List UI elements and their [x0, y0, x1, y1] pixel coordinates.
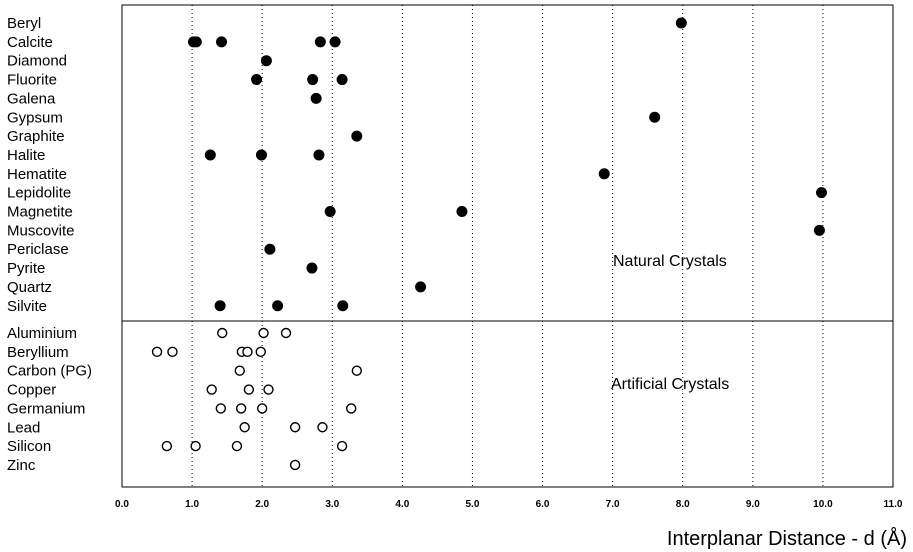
category-label: Calcite [7, 34, 53, 51]
natural-point [598, 168, 610, 180]
category-label: Lead [7, 419, 40, 436]
artificial-point [258, 327, 269, 339]
category-label: Fluorite [7, 72, 57, 89]
artificial-point [217, 327, 228, 339]
category-label: Lepidolite [7, 185, 71, 202]
natural-point [456, 206, 468, 217]
artificial-point [231, 440, 243, 452]
natural-point [314, 36, 326, 48]
artificial-point [190, 440, 201, 452]
artificial-point [351, 365, 363, 376]
natural-point [675, 17, 687, 29]
natural-point [813, 224, 825, 236]
natural-point [251, 74, 263, 86]
category-label: Periclase [7, 241, 69, 258]
natural-point [306, 262, 318, 274]
artificial-point [280, 327, 292, 339]
natural-point [216, 36, 228, 48]
natural-point [336, 74, 348, 86]
natural-point [310, 92, 322, 104]
natural-point [190, 36, 202, 48]
natural-point [351, 130, 363, 142]
artificial-point [235, 403, 247, 414]
natural-point [255, 149, 267, 161]
x-tick-label: 10.0 [813, 499, 833, 510]
natural-point [204, 149, 216, 161]
natural-point [214, 300, 226, 312]
artificial-point [215, 403, 227, 414]
x-tick-label: 5.0 [466, 499, 480, 510]
category-label: Silvite [7, 298, 47, 315]
artificial-point [256, 403, 268, 414]
natural-point [415, 281, 427, 293]
artificial-point [289, 422, 301, 433]
artificial-point [234, 365, 245, 376]
x-tick-label: 6.0 [536, 499, 550, 510]
artificial-point [345, 403, 357, 414]
artificial-point [336, 440, 348, 452]
category-label: Pyrite [7, 260, 45, 277]
category-label: Galena [7, 90, 56, 107]
x-tick-label: 2.0 [255, 499, 269, 510]
natural-point [272, 300, 284, 312]
natural-point [324, 206, 336, 217]
category-label: Hematite [7, 166, 67, 183]
category-label: Beryl [7, 15, 41, 32]
artificial-point [255, 346, 266, 358]
artificial-point [167, 346, 178, 358]
x-tick-label: 7.0 [606, 499, 620, 510]
grid-lines [191, 5, 824, 487]
category-label: Zinc [7, 457, 36, 474]
x-tick-label: 0.0 [115, 499, 129, 510]
category-label: Silicon [7, 438, 51, 455]
category-label: Copper [7, 382, 56, 399]
x-tick-label: 9.0 [746, 499, 760, 510]
natural-point [329, 36, 341, 48]
natural-point [260, 55, 272, 67]
category-label: Magnetite [7, 204, 73, 221]
x-tick-label: 11.0 [884, 499, 903, 510]
natural-point [264, 243, 276, 255]
x-tick-label: 8.0 [676, 499, 690, 510]
category-label: Carbon (PG) [7, 363, 92, 380]
natural-point [307, 74, 319, 86]
natural-point [313, 149, 325, 161]
artificial-point [151, 346, 163, 358]
x-tick-label: 3.0 [325, 499, 339, 510]
x-tick-label: 1.0 [185, 499, 199, 510]
group-annotation: Artificial Crystals [611, 376, 729, 393]
data-points [151, 17, 828, 471]
category-label: Gypsum [7, 109, 63, 126]
category-label: Quartz [7, 279, 52, 296]
x-tick-label: 4.0 [395, 499, 409, 510]
category-label: Germanium [7, 400, 85, 417]
plot-frame [121, 4, 894, 488]
artificial-point [263, 384, 274, 395]
natural-point [649, 111, 661, 123]
artificial-point [243, 384, 255, 395]
natural-point [337, 300, 349, 312]
x-axis-title: Interplanar Distance - d (Å) [667, 527, 907, 550]
artificial-point [289, 459, 301, 471]
artificial-point [161, 440, 173, 452]
artificial-point [317, 422, 328, 433]
category-label: Aluminium [7, 325, 77, 342]
category-label: Muscovite [7, 222, 75, 239]
category-label: Diamond [7, 53, 67, 70]
group-annotations: Natural Crystals Artificial Crystals [611, 253, 729, 393]
artificial-point [242, 346, 253, 358]
artificial-point [206, 384, 217, 395]
group-annotation: Natural Crystals [613, 253, 727, 270]
category-label: Halite [7, 147, 45, 164]
artificial-point [239, 422, 250, 433]
category-label: Beryllium [7, 344, 69, 361]
category-label: Graphite [7, 128, 65, 145]
x-tick-labels: 0.0 1.0 2.0 3.0 4.0 5.0 6.0 7.0 8.0 9.0 10.0 11.0 [115, 499, 903, 510]
natural-point [816, 187, 828, 199]
